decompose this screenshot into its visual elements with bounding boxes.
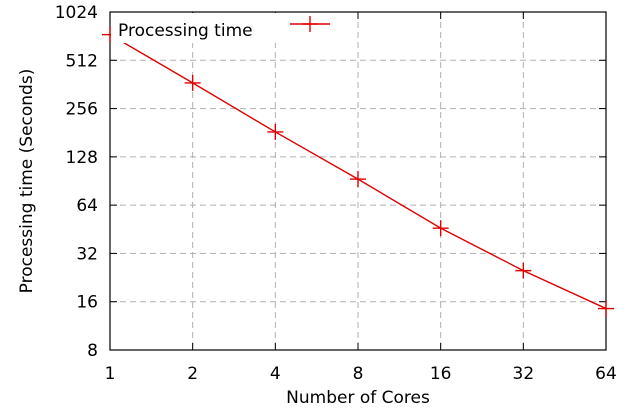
x-tick-label: 64 bbox=[595, 364, 617, 384]
x-tick-label: 16 bbox=[430, 364, 452, 384]
y-tick-label: 128 bbox=[66, 148, 98, 168]
x-tick-label: 1 bbox=[105, 364, 116, 384]
legend: Processing time bbox=[111, 13, 333, 43]
data-point bbox=[267, 123, 284, 140]
legend-label: Processing time bbox=[118, 21, 253, 41]
series-layer bbox=[102, 26, 614, 317]
x-tick-label: 4 bbox=[270, 364, 281, 384]
y-axis-label: Processing time (Seconds) bbox=[17, 69, 37, 294]
x-tick-label: 2 bbox=[187, 364, 198, 384]
y-tick-label: 64 bbox=[76, 196, 98, 216]
data-point bbox=[184, 74, 201, 91]
legend-background bbox=[111, 13, 333, 43]
x-axis-label: Number of Cores bbox=[286, 388, 430, 408]
x-tick-label: 8 bbox=[353, 364, 364, 384]
y-tick-label: 16 bbox=[76, 293, 98, 313]
grid-lines bbox=[110, 12, 606, 350]
data-point bbox=[598, 300, 614, 317]
legend-marker-sample bbox=[302, 16, 318, 32]
data-point bbox=[350, 171, 366, 188]
y-tick-label: 8 bbox=[87, 341, 98, 361]
y-tick-label: 32 bbox=[76, 244, 98, 264]
y-tick-label: 256 bbox=[66, 100, 98, 120]
y-tick-label: 1024 bbox=[55, 3, 98, 23]
x-tick-label: 32 bbox=[513, 364, 535, 384]
data-point bbox=[515, 262, 532, 279]
tick-labels: 1 2 4 8 16 32 64 8 16 32 64 128 256 512 1024 bbox=[55, 3, 617, 384]
legend-marker bbox=[302, 16, 318, 32]
y-tick-label: 512 bbox=[66, 51, 98, 71]
data-point bbox=[432, 220, 449, 237]
